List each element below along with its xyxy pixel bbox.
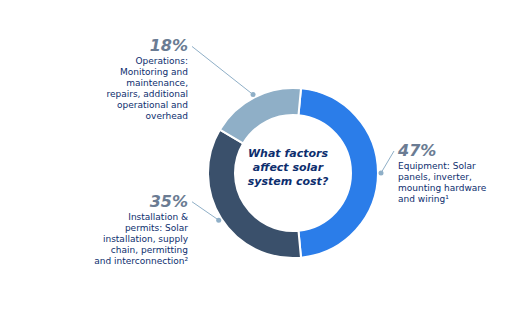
svg-text:35%: 35% bbox=[150, 192, 188, 211]
svg-text:Equipment: Solarpanels, invert: Equipment: Solarpanels, inverter,mountin… bbox=[398, 161, 487, 204]
html-text:What factors affect solar syst: What factors affect solar system cost? bbox=[247, 146, 329, 189]
svg-text:Installation &permits: Solarin: Installation &permits: Solarinstallation… bbox=[94, 212, 188, 266]
svg-text:Operations:Monitoring andmaint: Operations:Monitoring andmaintenance,rep… bbox=[106, 56, 188, 121]
svg-text:47%: 47% bbox=[397, 141, 436, 160]
svg-text:18%: 18% bbox=[150, 36, 188, 55]
